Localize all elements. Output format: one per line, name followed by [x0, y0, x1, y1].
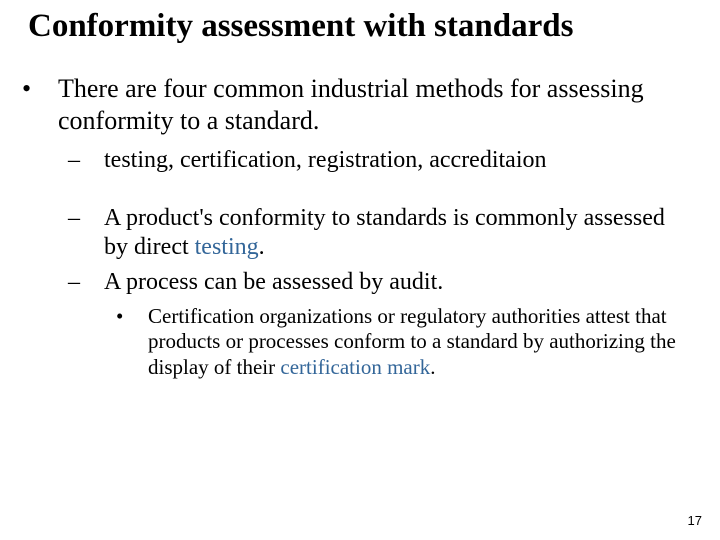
testing-link[interactable]: testing	[195, 234, 259, 260]
spacer	[28, 182, 692, 204]
bullet-level3: •Certification organizations or regulato…	[132, 304, 692, 381]
bullet-dot-icon: •	[132, 304, 148, 330]
level2-text-post: .	[259, 234, 265, 260]
level3-text-post: .	[430, 355, 435, 379]
level2-text: testing, certification, registration, ac…	[104, 147, 547, 173]
bullet-level1: •There are four common industrial method…	[40, 73, 692, 136]
bullet-level2: –A product's conformity to standards is …	[86, 204, 692, 263]
dash-icon: –	[86, 204, 104, 233]
slide-title: Conformity assessment with standards	[28, 8, 692, 45]
level2-text-pre: A product's conformity to standards is c…	[104, 205, 665, 260]
dash-icon: –	[86, 268, 104, 297]
bullet-level2: –A process can be assessed by audit.	[86, 268, 692, 297]
slide: Conformity assessment with standards •Th…	[0, 0, 720, 540]
bullet-level2: –testing, certification, registration, a…	[86, 146, 692, 175]
bullet-dot-icon: •	[40, 73, 58, 105]
level2-text: A process can be assessed by audit.	[104, 269, 443, 295]
page-number: 17	[688, 513, 702, 528]
dash-icon: –	[86, 146, 104, 175]
level1-text: There are four common industrial methods…	[58, 74, 644, 135]
certification-mark-link[interactable]: certification mark	[280, 355, 430, 379]
